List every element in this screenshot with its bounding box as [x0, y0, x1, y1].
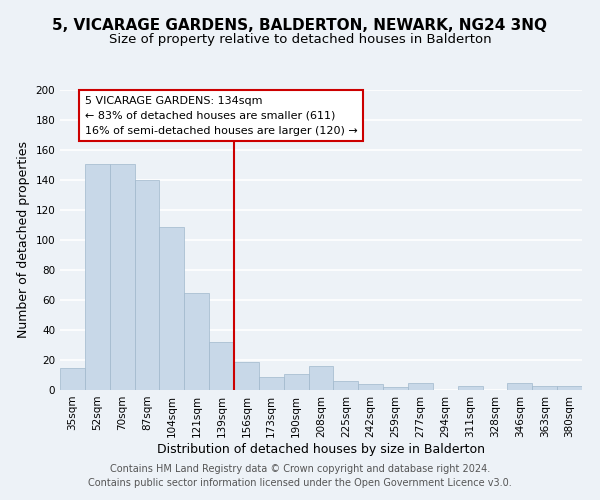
Bar [184, 292, 209, 390]
Bar [134, 180, 160, 390]
Bar [458, 386, 482, 390]
Text: Size of property relative to detached houses in Balderton: Size of property relative to detached ho… [109, 32, 491, 46]
Bar [284, 374, 308, 390]
Bar [234, 362, 259, 390]
Text: Contains HM Land Registry data © Crown copyright and database right 2024.
Contai: Contains HM Land Registry data © Crown c… [88, 464, 512, 487]
Bar [557, 386, 582, 390]
X-axis label: Distribution of detached houses by size in Balderton: Distribution of detached houses by size … [157, 442, 485, 456]
Bar [160, 226, 184, 390]
Bar [110, 164, 134, 390]
Bar [85, 164, 110, 390]
Bar [308, 366, 334, 390]
Bar [209, 342, 234, 390]
Text: 5, VICARAGE GARDENS, BALDERTON, NEWARK, NG24 3NQ: 5, VICARAGE GARDENS, BALDERTON, NEWARK, … [53, 18, 548, 32]
Bar [408, 382, 433, 390]
Bar [383, 387, 408, 390]
Bar [334, 381, 358, 390]
Bar [508, 382, 532, 390]
Y-axis label: Number of detached properties: Number of detached properties [17, 142, 30, 338]
Bar [358, 384, 383, 390]
Bar [532, 386, 557, 390]
Bar [60, 368, 85, 390]
Text: 5 VICARAGE GARDENS: 134sqm
← 83% of detached houses are smaller (611)
16% of sem: 5 VICARAGE GARDENS: 134sqm ← 83% of deta… [85, 96, 358, 136]
Bar [259, 376, 284, 390]
